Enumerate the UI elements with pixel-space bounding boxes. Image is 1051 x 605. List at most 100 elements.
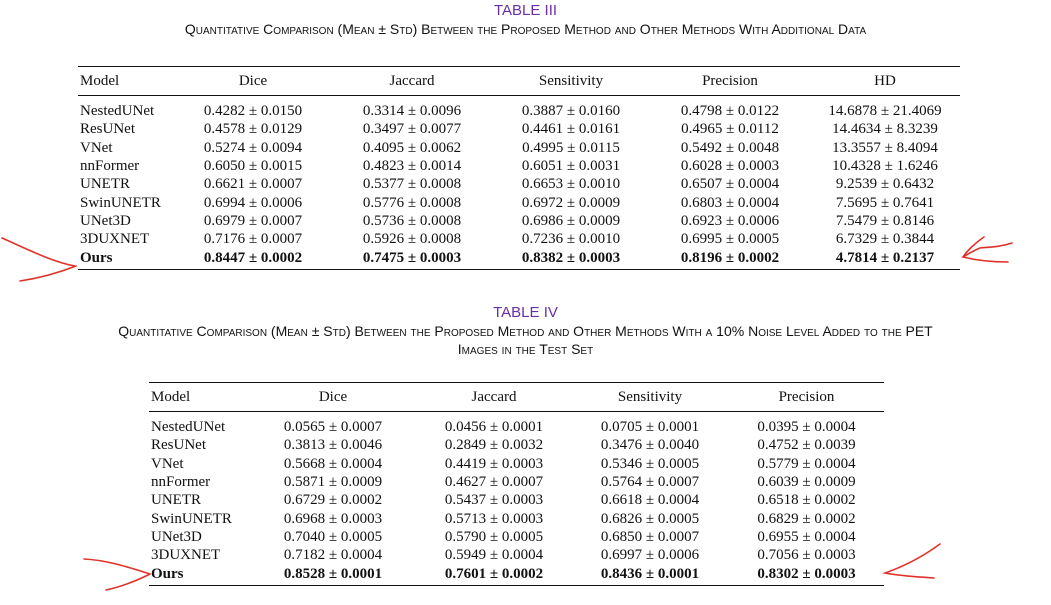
metric-cell: 0.6829 ± 0.0002 <box>757 510 856 527</box>
arrow-left-table-iv <box>83 558 151 591</box>
model-name-cell: UNETR <box>151 492 201 509</box>
table-row: Ours 0.8528 ± 0.0001 0.7601 ± 0.0002 0.8436… <box>149 564 884 586</box>
metric-cell: 7.5479 ± 0.8146 <box>835 212 935 229</box>
metric-cell: 0.7601 ± 0.0002 <box>417 564 571 586</box>
metric-cell: 0.4461 ± 0.0161 <box>521 121 621 138</box>
table-row: 3DUXNET 0.7182 ± 0.0004 0.5949 ± 0.0004 0.6… <box>149 546 884 564</box>
metric-cell: 0.0456 ± 0.0001 <box>444 419 544 436</box>
metric-cell: 0.5926 ± 0.0008 <box>362 231 462 248</box>
metric-cell: 4.7814 ± 0.2137 <box>810 248 960 270</box>
metric-cell: 0.3314 ± 0.0096 <box>362 103 462 120</box>
metric-cell: 0.7182 ± 0.0004 <box>283 547 383 564</box>
metric-cell: 0.0395 ± 0.0004 <box>757 419 856 436</box>
table-iii-caption: TABLE III Quantitative Comparison (Mean … <box>0 2 1051 38</box>
metric-cell: 0.8436 ± 0.0001 <box>571 564 729 586</box>
metric-cell: 0.6955 ± 0.0004 <box>757 528 856 545</box>
model-name-cell: UNet3D <box>80 212 131 229</box>
metric-cell: 0.7176 ± 0.0007 <box>203 231 303 248</box>
metric-cell: 0.6028 ± 0.0003 <box>680 158 780 175</box>
model-name-cell: Ours <box>149 564 249 586</box>
metric-cell: 0.3887 ± 0.0160 <box>521 103 621 120</box>
metric-cell: 0.5668 ± 0.0004 <box>283 455 383 472</box>
model-name-cell: 3DUXNET <box>151 547 221 564</box>
model-name-cell: NestedUNet <box>80 103 155 120</box>
table-title: Quantitative Comparison (Mean ± Std) Bet… <box>118 323 933 339</box>
metric-cell: 0.4578 ± 0.0129 <box>203 121 303 138</box>
table-row: SwinUNETR 0.6968 ± 0.0003 0.5713 ± 0.0003 0… <box>149 509 884 527</box>
column-header-sensitivity: Sensitivity <box>571 382 729 412</box>
model-name-cell: ResUNet <box>80 121 135 138</box>
metric-cell: 0.4823 ± 0.0014 <box>362 158 462 175</box>
metric-cell: 0.8302 ± 0.0003 <box>729 564 884 586</box>
table-iv-caption: TABLE IV Quantitative Comparison (Mean ±… <box>0 304 1051 358</box>
metric-cell: 0.5790 ± 0.0005 <box>444 528 544 545</box>
table-row: nnFormer 0.5871 ± 0.0009 0.4627 ± 0.0007 0.… <box>149 473 884 491</box>
metric-cell: 0.4095 ± 0.0062 <box>362 139 462 156</box>
table-row: UNETR 0.6729 ± 0.0002 0.5437 ± 0.0003 0.661… <box>149 491 884 509</box>
column-header-model: Model <box>78 66 174 96</box>
model-name-cell: nnFormer <box>80 158 140 175</box>
metric-cell: 13.3557 ± 8.4094 <box>832 139 938 156</box>
metric-cell: 0.4995 ± 0.0115 <box>522 139 620 156</box>
table-row: Ours 0.8447 ± 0.0002 0.7475 ± 0.0003 0.8382… <box>78 248 960 270</box>
table-number: TABLE IV <box>493 304 558 321</box>
table-row: 3DUXNET 0.7176 ± 0.0007 0.5926 ± 0.0008 0.7… <box>78 230 960 248</box>
table-row: VNet 0.5274 ± 0.0094 0.4095 ± 0.0062 0.4995… <box>78 139 960 157</box>
metric-cell: 0.6518 ± 0.0002 <box>757 492 856 509</box>
metric-cell: 0.4627 ± 0.0007 <box>444 474 544 491</box>
table-row: NestedUNet 0.4282 ± 0.0150 0.3314 ± 0.0096… <box>78 96 960 121</box>
metric-cell: 14.6878 ± 21.4069 <box>828 103 942 120</box>
metric-cell: 0.6803 ± 0.0004 <box>680 194 780 211</box>
metric-cell: 0.6050 ± 0.0015 <box>203 158 303 175</box>
column-header-hd: HD <box>810 66 960 96</box>
metric-cell: 0.6826 ± 0.0005 <box>600 510 700 527</box>
arrow-left-table-iii <box>1 237 77 282</box>
metric-cell: 0.6986 ± 0.0009 <box>521 212 621 229</box>
metric-cell: 9.2539 ± 0.6432 <box>835 176 935 193</box>
metric-cell: 0.5492 ± 0.0048 <box>680 139 780 156</box>
metric-cell: 14.4634 ± 8.3239 <box>832 121 938 138</box>
metric-cell: 0.6972 ± 0.0009 <box>521 194 621 211</box>
metric-cell: 0.7236 ± 0.0010 <box>521 231 621 248</box>
metric-cell: 0.5274 ± 0.0094 <box>203 139 303 156</box>
table-number: TABLE III <box>493 2 558 19</box>
table-iii: Model Dice Jaccard Sensitivity Precision HD N… <box>78 66 960 270</box>
metric-cell: 0.8447 ± 0.0002 <box>174 248 332 270</box>
column-header-precision: Precision <box>729 382 884 412</box>
metric-cell: 0.5779 ± 0.0004 <box>757 455 856 472</box>
arrow-right-table-iii <box>960 236 1013 263</box>
metric-cell: 6.7329 ± 0.3844 <box>835 231 935 248</box>
metric-cell: 0.7475 ± 0.0003 <box>332 248 492 270</box>
column-header-precision: Precision <box>650 66 810 96</box>
metric-cell: 0.5764 ± 0.0007 <box>600 474 700 491</box>
model-name-cell: 3DUXNET <box>80 231 150 248</box>
header-row: Model Dice Jaccard Sensitivity Precision HD <box>78 66 960 96</box>
column-header-model: Model <box>149 382 249 412</box>
column-header-sensitivity: Sensitivity <box>492 66 650 96</box>
metric-cell: 0.6051 ± 0.0031 <box>521 158 621 175</box>
metric-cell: 0.4752 ± 0.0039 <box>757 437 856 454</box>
metric-cell: 0.4282 ± 0.0150 <box>203 103 303 120</box>
metric-cell: 0.5736 ± 0.0008 <box>362 212 462 229</box>
model-name-cell: Ours <box>78 248 174 270</box>
model-name-cell: nnFormer <box>151 474 211 491</box>
table-row: UNet3D 0.7040 ± 0.0005 0.5790 ± 0.0005 0.68… <box>149 528 884 546</box>
metric-cell: 0.6039 ± 0.0009 <box>757 474 856 491</box>
metric-cell: 0.0705 ± 0.0001 <box>600 419 700 436</box>
table-title: Quantitative Comparison (Mean ± Std) Bet… <box>184 21 867 37</box>
metric-cell: 0.7040 ± 0.0005 <box>283 528 383 545</box>
table-row: UNet3D 0.6979 ± 0.0007 0.5736 ± 0.0008 0.69… <box>78 212 960 230</box>
metric-cell: 0.6653 ± 0.0010 <box>521 176 621 193</box>
arrow-group <box>1 236 1013 591</box>
metric-cell: 0.2849 ± 0.0032 <box>444 437 544 454</box>
arrow-right-table-iv <box>881 543 941 579</box>
metric-cell: 7.5695 ± 0.7641 <box>835 194 935 211</box>
metric-cell: 0.6968 ± 0.0003 <box>283 510 383 527</box>
metric-cell: 0.6507 ± 0.0004 <box>680 176 780 193</box>
table-row: VNet 0.5668 ± 0.0004 0.4419 ± 0.0003 0.5346… <box>149 455 884 473</box>
metric-cell: 0.5871 ± 0.0009 <box>283 474 383 491</box>
metric-cell: 0.5377 ± 0.0008 <box>362 176 462 193</box>
column-header-dice: Dice <box>249 382 417 412</box>
model-name-cell: SwinUNETR <box>151 510 232 527</box>
